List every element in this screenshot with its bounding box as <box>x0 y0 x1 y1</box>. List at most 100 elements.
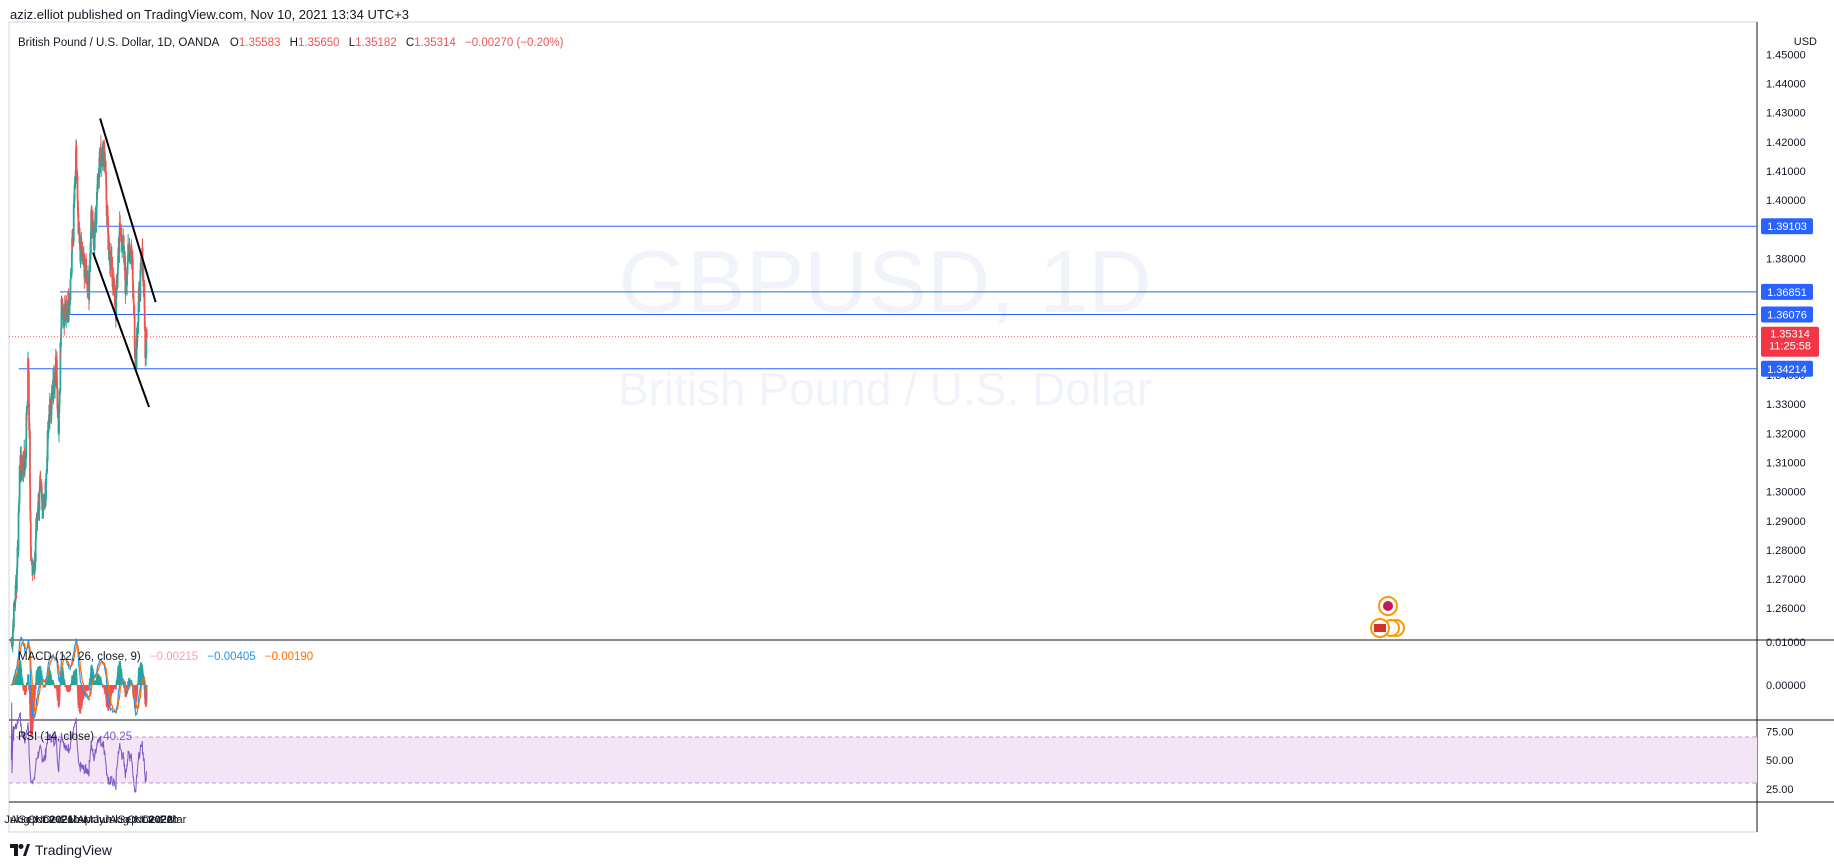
candle-body <box>119 232 122 234</box>
macd-histogram-bar <box>100 681 103 685</box>
tradingview-logo-icon <box>10 844 30 856</box>
candle[interactable] <box>119 215 122 242</box>
candle[interactable] <box>132 290 135 318</box>
time-tick-label: Dec <box>143 814 163 826</box>
candle-body <box>58 413 60 433</box>
candle[interactable] <box>96 174 99 193</box>
candle[interactable] <box>136 321 139 334</box>
macd-tick-label: 0.00000 <box>1766 680 1806 692</box>
candle[interactable] <box>104 152 107 175</box>
macd-pane[interactable]: 0.01000 0.00000 <box>10 636 1806 738</box>
candle-body <box>60 334 62 348</box>
price-tick-label: 1.27000 <box>1766 574 1806 586</box>
candle[interactable] <box>58 411 60 443</box>
last-price-tag[interactable]: 1.35314 11:25:58 <box>1761 326 1819 357</box>
macd-histogram-bar <box>114 685 117 690</box>
macd-histogram-bar <box>58 685 61 697</box>
candle-body <box>56 408 59 412</box>
price-tick-label: 1.30000 <box>1766 487 1806 499</box>
candle-body <box>135 337 138 369</box>
candle[interactable] <box>12 601 15 632</box>
time-tick-label: Oct <box>28 814 45 826</box>
candle-body <box>37 510 40 516</box>
candle[interactable] <box>55 351 58 390</box>
candle-body <box>102 143 105 159</box>
bar-countdown: 11:25:58 <box>1769 341 1811 353</box>
macd-histogram-bar <box>64 684 66 685</box>
macd-histogram-bar <box>59 685 62 687</box>
time-tick-label: Nov <box>134 814 154 826</box>
time-axis[interactable]: JulAugSepOctNovDec2021FebMarAprMayJunJul… <box>4 814 186 826</box>
candle-body <box>52 376 55 391</box>
candle[interactable] <box>41 493 44 519</box>
candle[interactable] <box>142 258 145 298</box>
macd-histogram-bar <box>142 679 145 685</box>
candle-body <box>12 624 14 634</box>
horizontal-levels[interactable] <box>18 225 1757 370</box>
candle-body <box>87 281 90 289</box>
candle[interactable] <box>26 405 28 421</box>
candle[interactable] <box>110 243 112 268</box>
candle-body <box>111 257 113 279</box>
candle[interactable] <box>38 487 41 521</box>
candle[interactable] <box>52 364 55 392</box>
candle-body <box>110 252 112 259</box>
macd-histogram-bar <box>122 682 125 685</box>
candle[interactable] <box>29 474 32 512</box>
macd-tick-label: 0.01000 <box>1766 637 1806 649</box>
candles[interactable] <box>10 135 148 653</box>
macd-histogram-bar <box>88 685 91 686</box>
candle[interactable] <box>17 511 20 557</box>
channel-trend-line[interactable] <box>92 252 151 408</box>
candle[interactable] <box>30 538 32 562</box>
candle-body <box>26 406 28 416</box>
candle-body <box>54 356 57 367</box>
candle-body <box>75 146 78 169</box>
macd-histogram-bar <box>41 683 44 685</box>
macd-histogram-bar <box>101 684 104 685</box>
candle-body <box>89 232 92 255</box>
time-tick-label: Dec <box>43 814 63 826</box>
macd-histogram-bar <box>52 680 54 685</box>
candle-body <box>115 285 118 299</box>
candle-body <box>76 199 79 208</box>
macd-histogram-bar <box>122 684 125 685</box>
level-price-tag <box>1761 306 1813 323</box>
chart-border <box>8 21 1758 833</box>
candle[interactable] <box>145 326 148 341</box>
time-tick-label: Aug <box>109 814 129 826</box>
candle-body <box>38 490 41 511</box>
candle[interactable] <box>35 513 38 532</box>
tradingview-logo[interactable]: TradingView <box>10 842 112 858</box>
candle-body <box>20 454 23 475</box>
candle-body <box>95 205 98 224</box>
candle[interactable] <box>108 239 110 253</box>
macd-legend: MACD (12, 26, close, 9) −0.00215 −0.0040… <box>18 651 313 663</box>
channel-trend-line[interactable] <box>99 118 157 303</box>
candle-body <box>83 258 86 278</box>
candle[interactable] <box>113 281 116 316</box>
candle[interactable] <box>32 559 34 576</box>
rsi-pane[interactable]: 75.00 50.00 25.00 <box>10 702 1794 796</box>
candle[interactable] <box>73 182 76 194</box>
candle[interactable] <box>20 454 23 481</box>
rsi-tick-label: 25.00 <box>1766 784 1794 796</box>
candle-body <box>29 430 31 485</box>
candle[interactable] <box>83 255 86 289</box>
trend-lines[interactable] <box>92 118 157 408</box>
candle-body <box>51 391 53 394</box>
candle[interactable] <box>58 388 61 412</box>
currency-label[interactable]: USD <box>1794 36 1817 48</box>
candle[interactable] <box>127 233 130 265</box>
candle[interactable] <box>47 420 50 446</box>
candle[interactable] <box>144 321 147 367</box>
macd-histogram-bar <box>69 685 72 686</box>
candle[interactable] <box>18 464 21 504</box>
price-tick-label: 1.33000 <box>1766 399 1806 411</box>
macd-histogram-bar <box>44 685 47 686</box>
event-flags[interactable] <box>1370 596 1405 638</box>
candle-body <box>68 305 71 311</box>
candle-body <box>45 472 48 485</box>
candle[interactable] <box>54 348 57 378</box>
